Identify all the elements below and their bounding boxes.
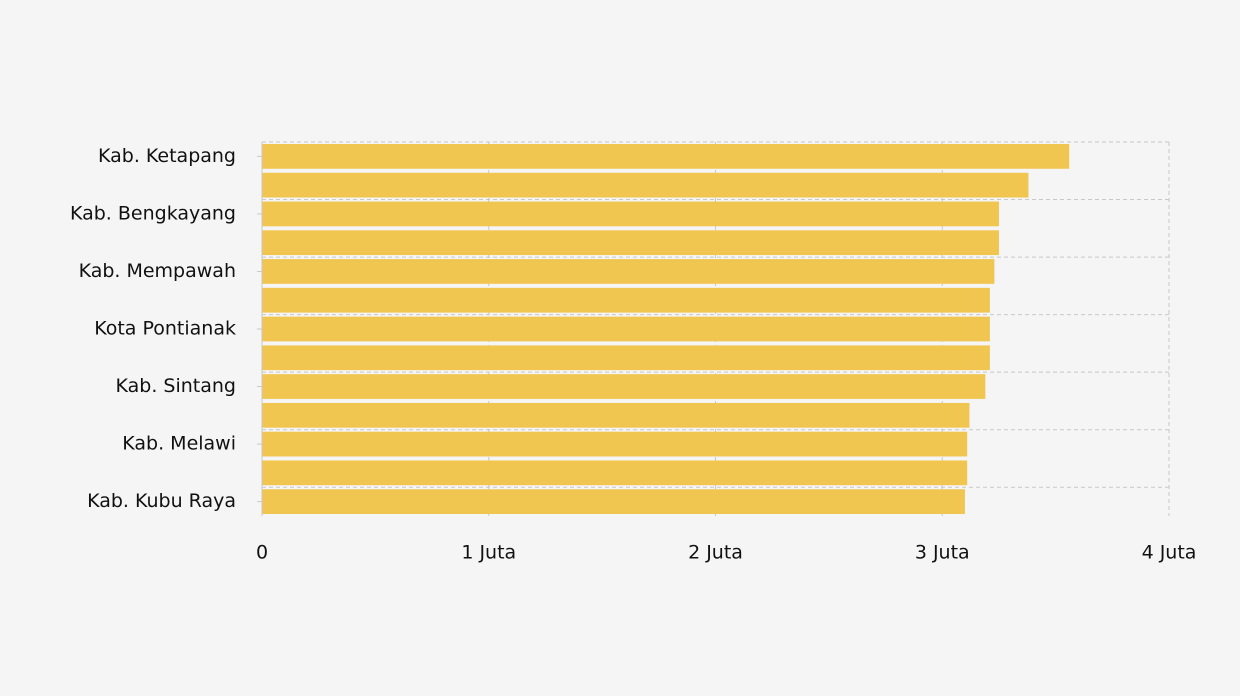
bar	[262, 345, 990, 371]
x-tick-label: 0	[256, 542, 268, 564]
bar	[262, 431, 968, 457]
y-tick-label: Kab. Ketapang	[98, 145, 236, 167]
bar	[262, 230, 999, 256]
bar	[262, 374, 986, 399]
y-tick-label: Kab. Sintang	[116, 375, 237, 397]
x-tick-label: 1 Juta	[461, 542, 516, 564]
y-tick-label: Kab. Kubu Raya	[87, 490, 236, 512]
x-tick-label: 4 Juta	[1142, 542, 1197, 564]
bar	[262, 201, 999, 227]
bar	[262, 316, 990, 342]
bar	[262, 144, 1070, 169]
y-tick-label: Kab. Melawi	[122, 433, 236, 455]
bar	[262, 402, 970, 428]
y-tick-label: Kota Pontianak	[94, 318, 236, 340]
y-tick-label: Kab. Mempawah	[79, 260, 236, 282]
x-tick-label: 2 Juta	[688, 542, 743, 564]
bar	[262, 259, 995, 284]
bar	[262, 172, 1029, 198]
bar	[262, 489, 965, 514]
y-tick-label: Kab. Bengkayang	[70, 202, 236, 224]
bar	[262, 460, 968, 486]
bar	[262, 287, 990, 313]
x-tick-label: 3 Juta	[915, 542, 970, 564]
